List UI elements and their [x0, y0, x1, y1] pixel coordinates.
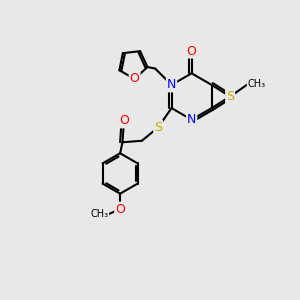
Text: N: N — [167, 78, 176, 92]
Text: CH₃: CH₃ — [248, 79, 266, 89]
Text: S: S — [226, 90, 234, 103]
Text: O: O — [130, 72, 140, 86]
Text: S: S — [154, 121, 162, 134]
Text: O: O — [115, 202, 125, 216]
Text: O: O — [187, 44, 196, 58]
Text: O: O — [119, 114, 129, 128]
Text: CH₃: CH₃ — [90, 209, 108, 220]
Text: N: N — [187, 113, 196, 126]
